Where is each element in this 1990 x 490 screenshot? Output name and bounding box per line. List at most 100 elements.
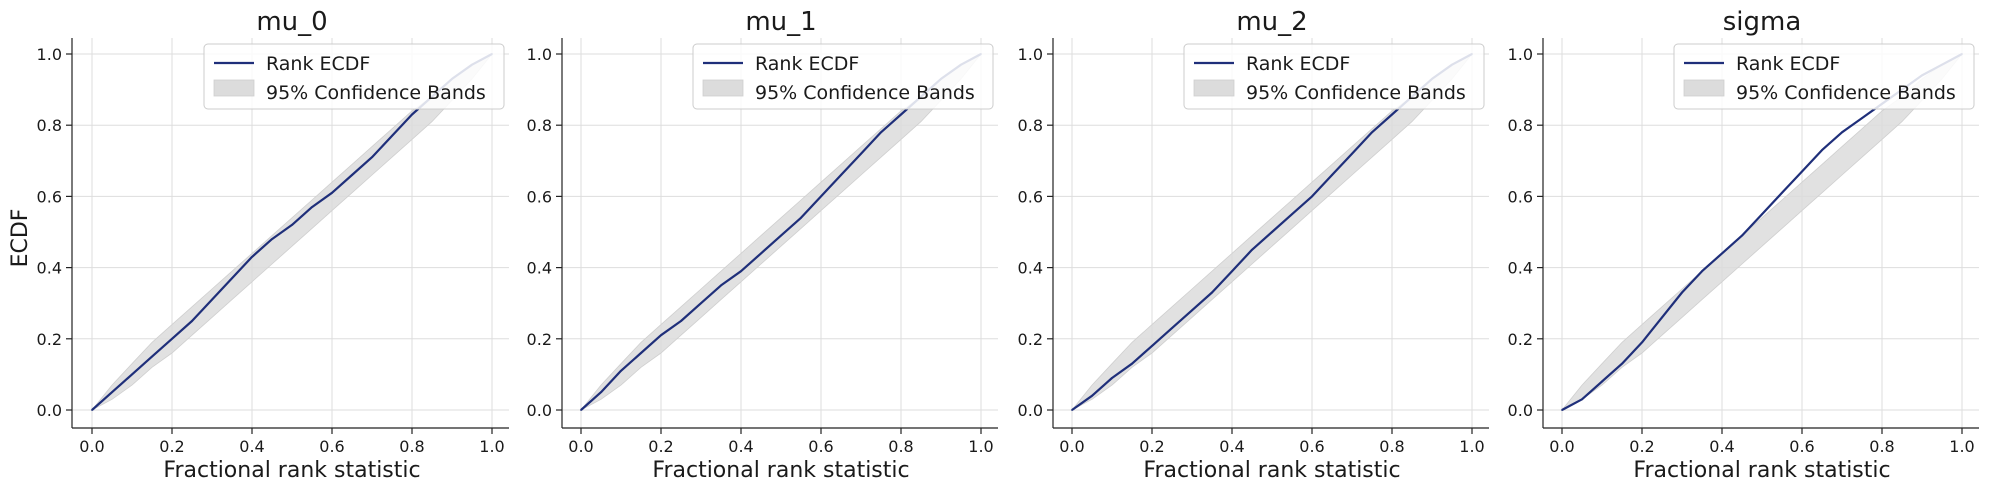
ecdf-point	[1231, 270, 1233, 273]
x-tick-label: 0.4	[239, 437, 264, 456]
ecdf-point	[700, 302, 702, 305]
legend-label-confidence-bands: 95% Confidence Bands	[755, 82, 975, 104]
ecdf-point	[620, 369, 622, 372]
y-tick-label: 0.2	[527, 330, 552, 349]
ecdf-point	[1641, 341, 1643, 344]
legend-box	[1183, 43, 1485, 110]
y-tick-label: 0.6	[527, 187, 552, 206]
y-tick-label: 1.0	[37, 45, 62, 64]
ecdf-point	[1581, 398, 1583, 401]
chart-panel-mu_0: mu_0 0.0 0.2 0.4 0.6 0.8 1.0 0.0 0.2 0.4 0.6 0.8 1.0…	[37, 7, 509, 483]
legend: Rank ECDF 95% Confidence Bands	[692, 43, 994, 110]
y-tick-label: 0.8	[527, 116, 552, 135]
chart-panel-mu_1: mu_1 0.0 0.2 0.4 0.6 0.8 1.0 0.0 0.2 0.4 0.6 0.8 1.0…	[527, 7, 998, 483]
ecdf-point	[660, 334, 662, 337]
ecdf-point	[1681, 291, 1683, 294]
ecdf-point	[1801, 170, 1803, 173]
ecdf-point	[111, 391, 113, 394]
ecdf-point	[1621, 362, 1623, 365]
legend: Rank ECDF 95% Confidence Bands	[203, 43, 505, 110]
legend-label-rank-ecdf: Rank ECDF	[755, 53, 859, 75]
x-tick-label: 0.6	[1299, 437, 1324, 456]
legend-label-rank-ecdf: Rank ECDF	[266, 53, 370, 75]
legend-box	[1673, 43, 1975, 110]
y-tick-label: 0.6	[1018, 187, 1043, 206]
y-tick-label: 0.8	[37, 116, 62, 135]
legend-label-confidence-bands: 95% Confidence Bands	[1246, 82, 1466, 104]
ecdf-point	[91, 409, 93, 411]
ecdf-point	[760, 252, 762, 255]
ecdf-point	[1821, 149, 1823, 152]
ecdf-point	[1391, 113, 1393, 116]
ecdf-point	[720, 284, 722, 287]
ecdf-point	[1721, 252, 1723, 255]
ecdf-point	[1741, 234, 1743, 237]
legend-band-swatch	[213, 79, 255, 97]
y-tick-label: 0.4	[37, 259, 62, 278]
ecdf-point	[640, 352, 642, 354]
x-tick-label: 1.0	[1459, 437, 1484, 456]
legend-box	[203, 43, 505, 110]
legend-label-confidence-bands: 95% Confidence Bands	[1736, 82, 1956, 104]
ecdf-point	[1071, 409, 1073, 411]
ecdf-point	[311, 206, 313, 208]
ecdf-point	[1351, 152, 1353, 155]
ecdf-point	[1091, 394, 1093, 397]
ecdf-point	[151, 355, 153, 358]
legend-band-swatch	[1193, 79, 1235, 97]
y-tick-label: 0.8	[1018, 116, 1043, 135]
x-tick-label: 0.0	[79, 437, 104, 456]
ecdf-point	[1271, 231, 1273, 233]
ecdf-point	[580, 409, 582, 411]
x-tick-label: 0.4	[1219, 437, 1244, 456]
legend: Rank ECDF 95% Confidence Bands	[1183, 43, 1485, 110]
chart-panel-sigma: sigma 0.0 0.2 0.4 0.6 0.8 1.0 0.0 0.2 0.4 0.6 0.8 1.…	[1508, 7, 1979, 483]
ecdf-point	[1171, 327, 1173, 330]
legend-label-confidence-bands: 95% Confidence Bands	[266, 82, 486, 104]
y-tick-label: 0.4	[527, 259, 552, 278]
y-tick-label: 0.4	[1508, 259, 1533, 278]
x-tick-label: 0.6	[319, 437, 344, 456]
ecdf-point	[860, 152, 862, 155]
ecdf-point	[1561, 409, 1563, 411]
x-axis-label: Fractional rank statistic	[652, 458, 909, 483]
x-tick-label: 0.2	[159, 437, 184, 456]
x-axis-label: Fractional rank statistic	[1143, 458, 1400, 483]
x-tick-label: 0.0	[568, 437, 593, 456]
ecdf-point	[271, 238, 273, 241]
legend-label-rank-ecdf: Rank ECDF	[1736, 53, 1840, 75]
ecdf-point	[1311, 195, 1313, 198]
ecdf-point	[131, 373, 133, 376]
ecdf-point	[1781, 191, 1783, 194]
ecdf-point	[351, 174, 353, 176]
legend-box	[692, 43, 994, 110]
chart-title: mu_0	[256, 7, 327, 37]
y-tick-label: 0.2	[1018, 330, 1043, 349]
x-tick-label: 1.0	[1949, 437, 1974, 456]
ecdf-point	[171, 337, 173, 340]
ecdf-point	[391, 134, 393, 137]
ecdf-point	[1661, 316, 1663, 319]
x-tick-label: 0.2	[1139, 437, 1164, 456]
ecdf-point	[1371, 131, 1373, 134]
ecdf-point	[880, 131, 882, 134]
x-tick-label: 0.2	[1629, 437, 1654, 456]
ecdf-point	[820, 195, 822, 198]
ecdf-point	[251, 256, 253, 258]
y-tick-label: 0.6	[37, 187, 62, 206]
x-tick-label: 0.8	[399, 437, 424, 456]
x-tick-label: 0.8	[888, 437, 913, 456]
x-tick-label: 0.4	[728, 437, 753, 456]
ecdf-point	[1861, 117, 1863, 119]
ecdf-point	[780, 234, 782, 237]
x-axis-label: Fractional rank statistic	[163, 458, 420, 483]
y-tick-label: 0.0	[37, 401, 62, 420]
y-tick-label: 0.0	[1018, 401, 1043, 420]
ecdf-point	[231, 277, 233, 280]
ecdf-point	[1211, 291, 1213, 294]
ecdf-point	[1191, 309, 1193, 312]
shared-y-axis-label: ECDF	[8, 209, 33, 268]
ecdf-point	[291, 223, 293, 226]
x-tick-label: 0.8	[1869, 437, 1894, 456]
x-tick-label: 0.8	[1379, 437, 1404, 456]
